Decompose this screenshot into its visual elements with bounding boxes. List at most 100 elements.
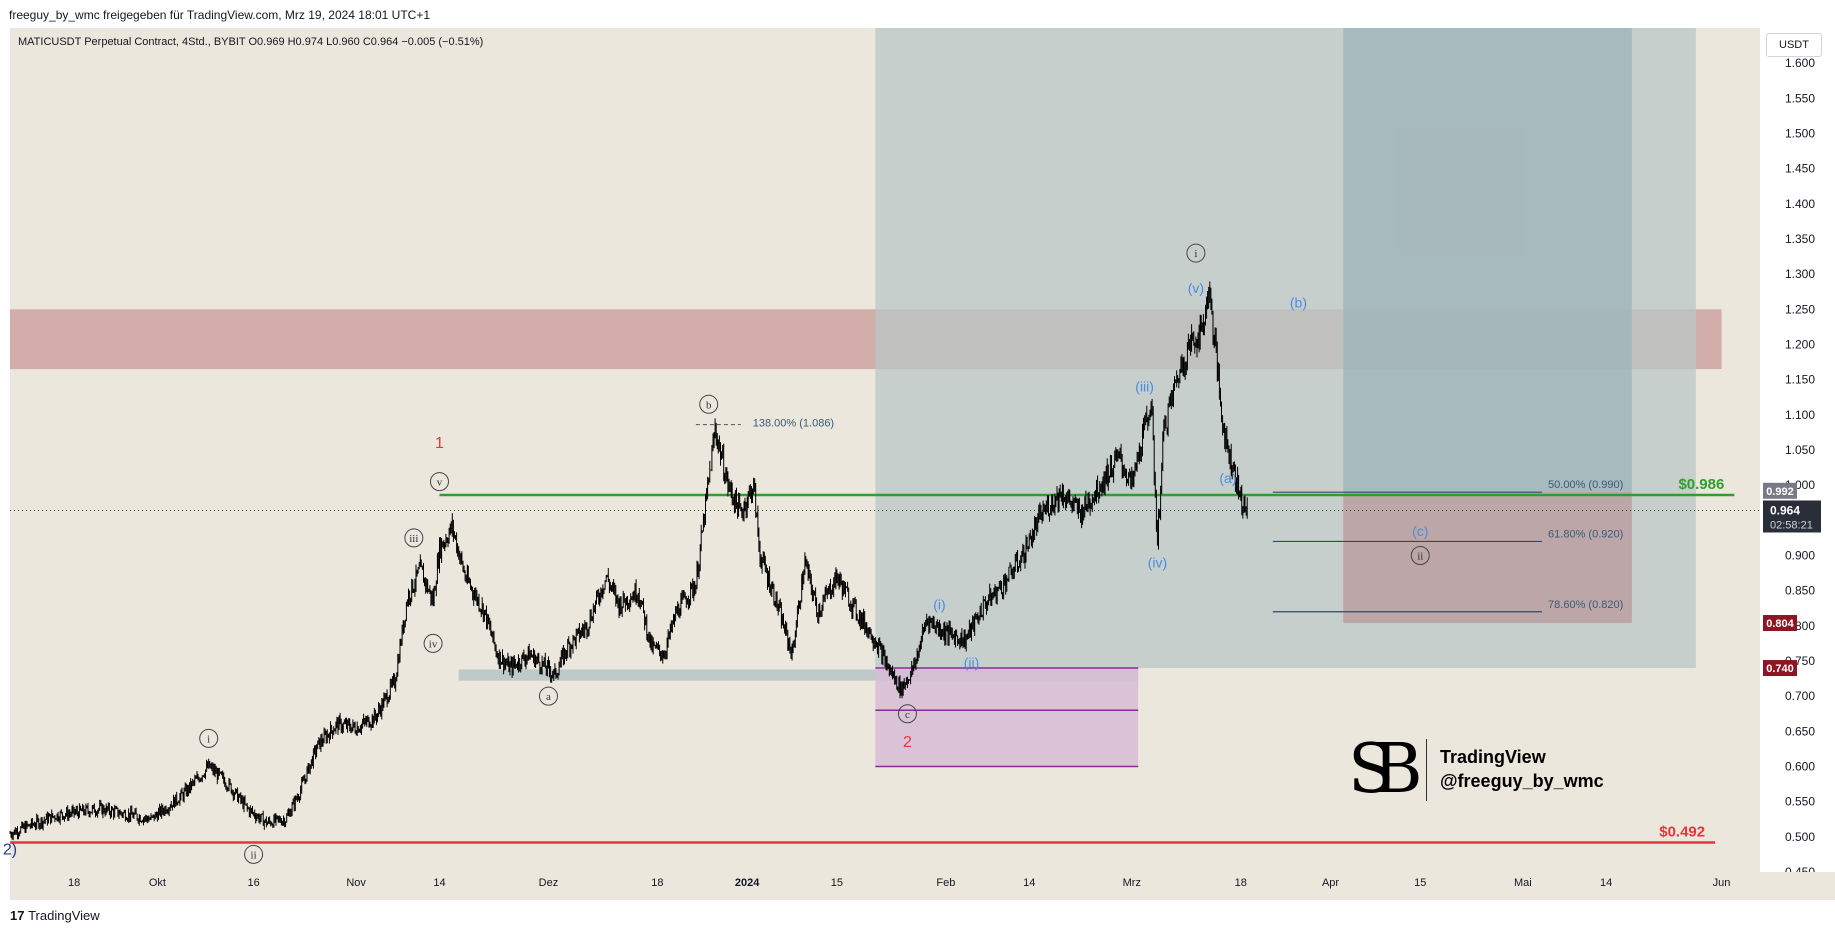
y-tick-label-17: 1.300 — [1785, 267, 1815, 281]
wave-circle — [429, 472, 449, 492]
y-axis-background — [1760, 28, 1835, 872]
y-tick-label-2: 0.550 — [1785, 795, 1815, 809]
x-axis[interactable]: 18 Okt 16 Nov 14 Dez 18 2024 15 Feb 14 Mrz 18 Apr 15 Ma… — [10, 872, 1835, 900]
tradingview-logo[interactable]: 17 TradingView — [10, 908, 100, 923]
wave-text: a — [546, 691, 551, 703]
wave-label-5: 1 — [435, 435, 444, 452]
y-tick-label-1: 0.500 — [1785, 830, 1815, 844]
lines-layer: 50.00% (0.990) 61.80% (0.920) 78.60% (0.82… — [10, 418, 1760, 844]
y-tick-label-23: 1.600 — [1785, 56, 1815, 70]
wave-label-16: (a) — [1219, 470, 1236, 486]
wave-label-10: (i) — [933, 597, 945, 613]
x-tick-label-0: 18 — [68, 877, 80, 889]
support-price-label: $0.986 — [1678, 476, 1724, 493]
wave-text: ii — [251, 849, 257, 861]
fib-label-1: 61.80% (0.920) — [1548, 528, 1623, 540]
x-tick-label-17: Jun — [1713, 877, 1731, 889]
watermark-divider — [1426, 739, 1427, 801]
x-tick-label-1: Okt — [149, 877, 166, 889]
wave-circle — [699, 394, 719, 414]
fib-label-0: 50.00% (0.990) — [1548, 479, 1623, 491]
y-tick-label-3: 0.600 — [1785, 760, 1815, 774]
last-price-countdown: 02:58:21 — [1770, 519, 1813, 531]
wave-text: c — [905, 709, 910, 721]
y-tick-label-15: 1.200 — [1785, 338, 1815, 352]
y-tick-label-8: 0.850 — [1785, 584, 1815, 598]
wave-text: (b) — [1290, 294, 1307, 310]
author-watermark: SB TradingView @freeguy_by_wmc — [1348, 735, 1628, 805]
wave-text: (a) — [1219, 470, 1236, 486]
x-tick-label-13: Apr — [1322, 877, 1339, 889]
y-tick-label-19: 1.400 — [1785, 197, 1815, 211]
wave-text: iii — [409, 533, 418, 545]
y-tick-label-12: 1.050 — [1785, 443, 1815, 457]
wave-label-17: (b) — [1290, 294, 1307, 310]
y-axis[interactable]: 0.4500.5000.5500.6000.6500.7000.7500.800… — [1760, 28, 1835, 879]
wave-circle — [199, 728, 219, 748]
price-tag-bg-2 — [1763, 660, 1797, 677]
wave-circle — [423, 633, 443, 653]
wave-text: ii — [1417, 551, 1423, 563]
wave-label-13: (iv) — [1148, 555, 1167, 571]
wave-circle — [897, 704, 917, 724]
wave-text: i — [1194, 248, 1197, 260]
wave-label-3: iv — [423, 633, 443, 653]
wave-label-8: c — [897, 704, 917, 724]
x-tick-label-9: Feb — [936, 877, 955, 889]
invalidation-price-label: $0.492 — [1659, 823, 1705, 840]
x-tick-label-16: 14 — [1600, 877, 1612, 889]
x-tick-label-2: 16 — [247, 877, 259, 889]
x-tick-label-15: Mai — [1514, 877, 1532, 889]
x-tick-label-14: 15 — [1414, 877, 1426, 889]
labels-layer: iiiiiiivv1abc2(i)(ii)(iii)(iv)(v)i(a)(b)… — [3, 243, 1430, 864]
last-price-tag-bg — [1763, 500, 1821, 533]
wave-label-15: i — [1186, 243, 1206, 263]
x-tick-label-11: Mrz — [1123, 877, 1141, 889]
wave-label-0: i — [199, 728, 219, 748]
x-tick-label-10: 14 — [1023, 877, 1035, 889]
candle-wicks — [9, 281, 1248, 841]
wave-text: 2 — [903, 734, 912, 751]
wave-label-14: (v) — [1188, 280, 1204, 296]
y-tick-label-14: 1.150 — [1785, 373, 1815, 387]
x-tick-label-5: Dez — [539, 877, 559, 889]
wave-label-4: v — [429, 472, 449, 492]
wave-label-2: iii — [404, 528, 424, 548]
tradingview-mark-icon: 17 — [10, 908, 25, 923]
wave-label-20: 2) — [3, 841, 17, 858]
sb-monogram-icon: SB — [1348, 730, 1422, 809]
wave-label-7: b — [699, 394, 719, 414]
wave-text: i — [207, 733, 210, 745]
y-tick-label-5: 0.700 — [1785, 689, 1815, 703]
wave-text: (iv) — [1148, 555, 1167, 571]
x-tick-label-7: 2024 — [735, 877, 760, 889]
publisher-bar: freeguy_by_wmc freigegeben für TradingVi… — [0, 0, 1835, 28]
wave-text: 1 — [435, 435, 444, 452]
fib-label-2: 78.60% (0.820) — [1548, 599, 1623, 611]
x-tick-label-8: 15 — [831, 877, 843, 889]
x-axis-background — [10, 872, 1835, 900]
last-price-value: 0.964 — [1770, 503, 1800, 517]
price-tag-1: 0.804 — [1766, 618, 1794, 630]
symbol-info: MATICUSDT Perpetual Contract, 4Std., BYB… — [18, 36, 483, 48]
currency-selector[interactable]: USDT — [1766, 33, 1822, 57]
wave-label-1: ii — [244, 844, 264, 864]
watermark-author: @freeguy_by_wmc — [1440, 771, 1604, 791]
wave-text: v — [437, 477, 443, 489]
zones-layer — [10, 28, 1722, 767]
y-tick-label-20: 1.450 — [1785, 162, 1815, 176]
wave-circle — [404, 528, 424, 548]
y-tick-label-4: 0.650 — [1785, 724, 1815, 738]
x-tick-label-6: 18 — [651, 877, 663, 889]
zone-pink-target — [1343, 492, 1632, 624]
price-tag-0: 0.992 — [1766, 486, 1794, 498]
wave-circle — [1186, 243, 1206, 263]
wave-label-19: ii — [1410, 546, 1430, 565]
y-tick-label-9: 0.900 — [1785, 549, 1815, 563]
extension-label: 138.00% (1.086) — [753, 418, 834, 430]
wave-label-6: a — [538, 686, 558, 706]
wave-label-18: (c) — [1412, 523, 1428, 539]
wave-circle — [1410, 546, 1430, 565]
wave-label-11: (ii) — [964, 654, 980, 670]
